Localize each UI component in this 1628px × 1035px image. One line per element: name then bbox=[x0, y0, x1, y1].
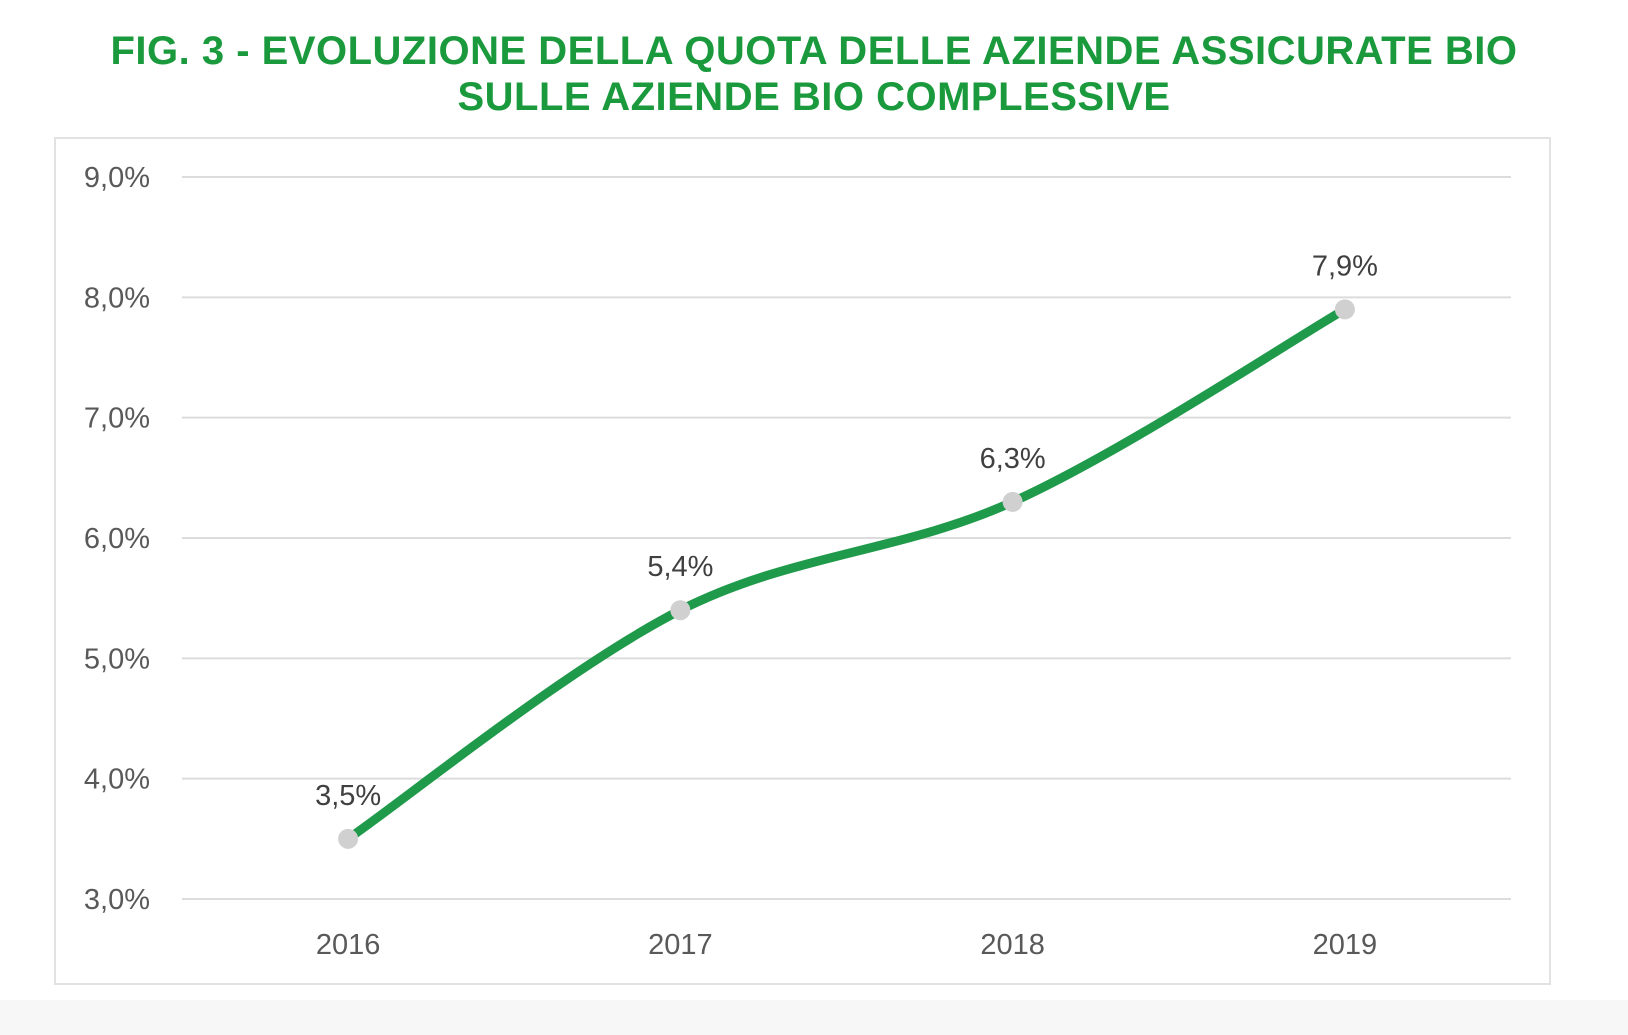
y-tick-label: 6,0% bbox=[84, 523, 150, 555]
y-tick-label: 7,0% bbox=[84, 403, 150, 435]
data-label: 3,5% bbox=[315, 780, 381, 812]
page: FIG. 3 - EVOLUZIONE DELLA QUOTA DELLE AZ… bbox=[0, 28, 1628, 985]
data-label: 6,3% bbox=[980, 443, 1046, 475]
data-point-marker bbox=[1334, 299, 1355, 320]
y-tick-label: 8,0% bbox=[84, 282, 150, 314]
y-tick-label: 5,0% bbox=[84, 643, 150, 675]
data-point-marker bbox=[670, 600, 691, 621]
chart-title-line-1: FIG. 3 - EVOLUZIONE DELLA QUOTA DELLE AZ… bbox=[110, 29, 1518, 73]
data-label: 5,4% bbox=[647, 551, 713, 583]
data-label: 7,9% bbox=[1312, 250, 1378, 282]
data-point-marker bbox=[1002, 491, 1023, 512]
y-tick-label: 4,0% bbox=[84, 764, 150, 796]
x-tick-label: 2017 bbox=[648, 929, 713, 961]
y-tick-label: 3,0% bbox=[84, 884, 150, 916]
x-tick-label: 2016 bbox=[316, 929, 381, 961]
chart-title-line-2: SULLE AZIENDE BIO COMPLESSIVE bbox=[457, 75, 1171, 119]
data-point-marker bbox=[338, 828, 359, 849]
y-tick-label: 9,0% bbox=[84, 162, 150, 194]
chart-title: FIG. 3 - EVOLUZIONE DELLA QUOTA DELLE AZ… bbox=[0, 28, 1628, 120]
x-tick-label: 2019 bbox=[1313, 929, 1378, 961]
x-tick-label: 2018 bbox=[980, 929, 1045, 961]
series-line bbox=[343, 304, 1350, 844]
